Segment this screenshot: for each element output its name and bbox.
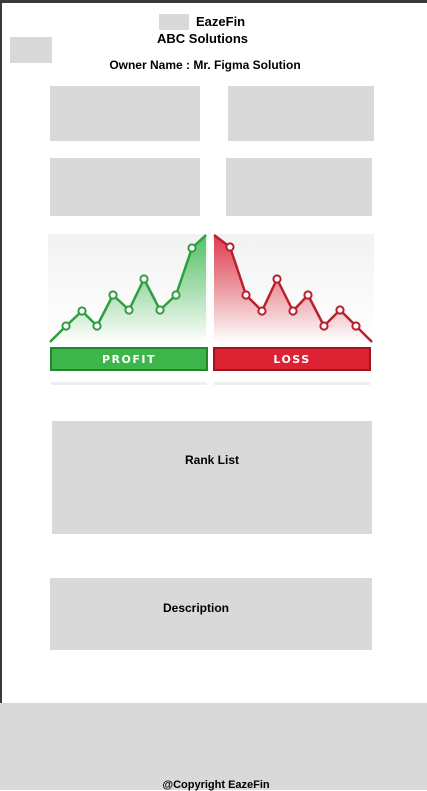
company-name: ABC Solutions — [157, 31, 248, 46]
owner-name: Owner Name : Mr. Figma Solution — [109, 58, 301, 72]
loss-reflection — [214, 382, 370, 385]
summary-card-3[interactable] — [50, 158, 200, 216]
profit-banner — [50, 347, 208, 371]
summary-card-2[interactable] — [228, 86, 374, 141]
top-border — [0, 0, 427, 3]
profit-points — [61, 243, 197, 331]
loss-banner — [213, 347, 371, 371]
rank-list-label: Rank List — [184, 453, 239, 467]
profit-label: PROFIT — [102, 353, 156, 366]
copyright-text: @Copyright EazeFin — [162, 779, 270, 791]
profit-reflection — [51, 382, 207, 385]
logo-placeholder — [159, 14, 189, 30]
summary-card-1[interactable] — [50, 86, 200, 141]
avatar[interactable] — [10, 37, 52, 63]
loss-label: LOSS — [273, 353, 310, 366]
summary-card-4[interactable] — [226, 158, 372, 216]
loss-points — [225, 242, 361, 331]
app-name: EazeFin — [196, 14, 246, 29]
footer — [0, 703, 427, 790]
description-panel[interactable] — [50, 578, 372, 650]
rank-list-panel[interactable] — [52, 421, 372, 534]
profit-loss-graphic: PROFIT LOSS — [48, 234, 374, 385]
description-label: Description — [162, 601, 229, 615]
loss-area — [214, 235, 372, 342]
profit-area — [50, 235, 206, 342]
left-border — [0, 0, 2, 790]
